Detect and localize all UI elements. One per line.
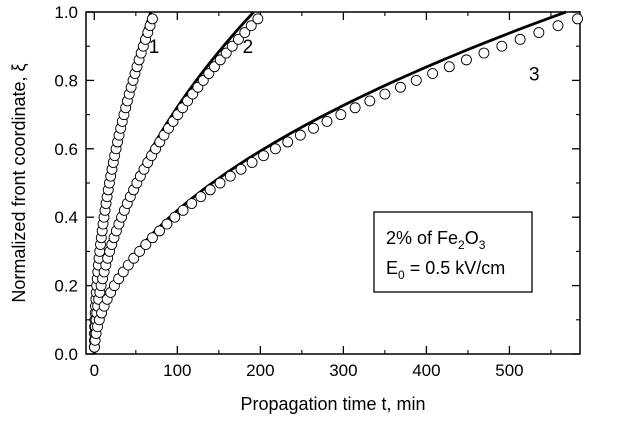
data-point — [195, 191, 207, 203]
data-point — [321, 115, 333, 127]
axis-ticks — [86, 11, 580, 355]
curve-label-3: 3 — [529, 65, 540, 86]
curve-label-2: 2 — [243, 37, 254, 58]
data-point — [232, 33, 244, 45]
data-point — [214, 54, 226, 66]
y-tick-label: 0.4 — [54, 208, 78, 227]
x-tick-label: 300 — [329, 361, 357, 380]
data-point — [410, 74, 422, 86]
fit-line-2 — [92, 11, 255, 355]
data-point — [146, 13, 158, 25]
x-tick-label: 400 — [412, 361, 440, 380]
x-tick-label: 200 — [246, 361, 274, 380]
data-point — [294, 129, 306, 141]
x-axis-label: Propagation time t, min — [240, 394, 425, 414]
data-point — [239, 27, 251, 38]
y-tick-label: 0.6 — [54, 140, 78, 159]
y-tick-label: 0.0 — [54, 345, 78, 364]
data-point — [349, 102, 361, 114]
data-point — [224, 170, 236, 182]
data-point — [460, 54, 472, 66]
series-1: 1 — [88, 11, 160, 354]
annotation-line-1: 2% of Fe2O3 — [386, 228, 486, 252]
data-point — [134, 245, 146, 257]
y-tick-label: 1.0 — [54, 3, 78, 22]
series-2: 2 — [88, 11, 264, 355]
data-point — [427, 68, 439, 80]
data-point — [169, 211, 181, 223]
data-point — [235, 163, 247, 175]
data-point — [214, 177, 226, 189]
data-point — [252, 13, 264, 25]
y-tick-label: 0.8 — [54, 71, 78, 90]
data-point — [552, 20, 564, 32]
data-point — [379, 88, 391, 100]
annotation-box: 2% of Fe2O3 E0 = 0.5 kV/cm — [373, 211, 533, 293]
data-point — [186, 198, 198, 209]
x-tick-label: 0 — [90, 361, 99, 380]
data-point — [443, 61, 455, 73]
data-point — [177, 204, 189, 216]
y-tick-label: 0.2 — [54, 277, 78, 296]
y-axis-label: Normalized front coordinate, ξ — [9, 63, 29, 302]
series-3: 3 — [89, 10, 583, 355]
x-tick-label: 500 — [495, 361, 523, 380]
data-point — [533, 27, 545, 38]
data-point — [478, 47, 490, 59]
data-point — [364, 95, 376, 107]
data-point — [246, 157, 258, 168]
fit-line-3 — [92, 10, 567, 355]
data-point — [245, 20, 257, 32]
tick-labels: 0 100 200 300 400 500 0.0 0.2 0.4 0.6 0.8 1.0 — [54, 3, 523, 380]
data-point — [147, 232, 158, 244]
data-point — [226, 40, 238, 52]
data-point — [128, 252, 140, 264]
curve-label-1: 1 — [149, 37, 160, 58]
data-point — [258, 150, 270, 162]
plot-frame — [85, 11, 581, 355]
data-point — [161, 218, 173, 230]
data-point — [282, 136, 294, 148]
data-point — [394, 81, 406, 93]
annotation-line-2: E0 = 0.5 kV/cm — [386, 258, 505, 282]
data-point — [204, 184, 216, 196]
data-point — [220, 47, 232, 59]
data-point — [154, 225, 165, 237]
data-point — [514, 33, 526, 45]
data-point — [335, 109, 347, 121]
data-point — [269, 143, 281, 155]
data-point — [496, 40, 508, 52]
data-point — [572, 13, 583, 25]
data-point — [308, 122, 319, 134]
series-layer: 1 2 3 — [88, 10, 583, 355]
x-tick-label: 100 — [163, 361, 191, 380]
data-point — [140, 239, 152, 251]
